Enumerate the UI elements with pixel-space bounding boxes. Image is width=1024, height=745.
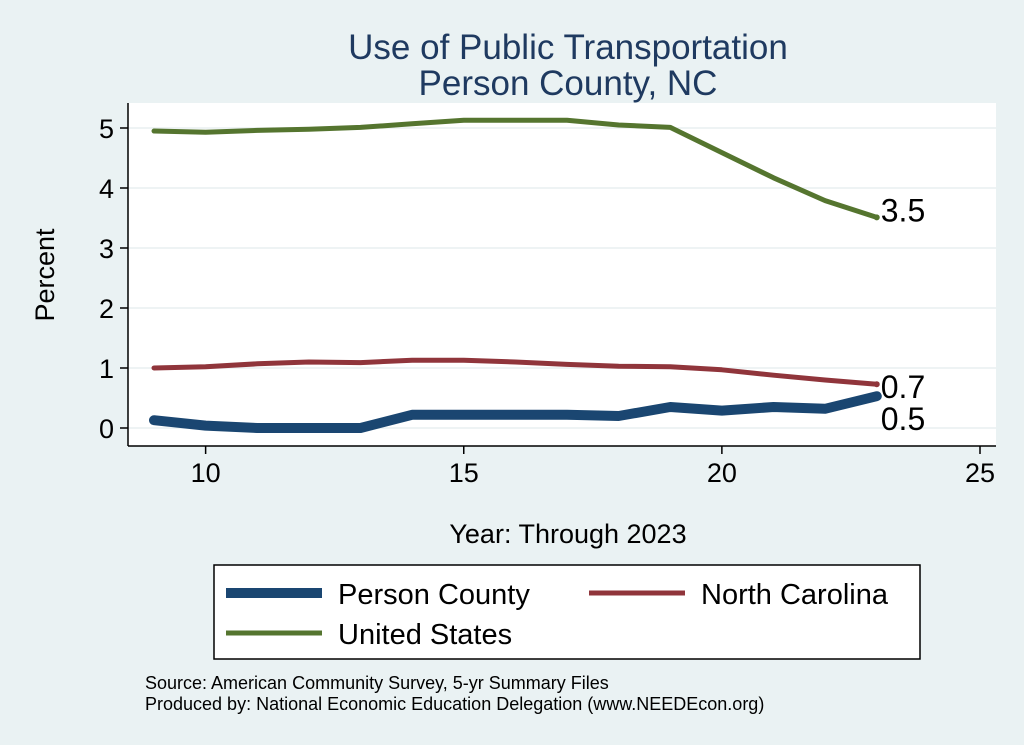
y-tick-label-5: 5 — [99, 114, 114, 144]
legend-label-person-county: Person County — [338, 579, 530, 611]
end-label-united-states: 3.5 — [881, 192, 925, 228]
end-label-person-county: 0.5 — [881, 401, 925, 437]
legend: Person County North Carolina United Stat… — [213, 564, 921, 660]
legend-box — [213, 564, 921, 660]
y-tick-label-4: 4 — [99, 174, 114, 204]
series-end-point-united-states — [873, 214, 880, 221]
legend-label-north-carolina: North Carolina — [701, 579, 889, 611]
series-line-person-county — [149, 391, 882, 433]
axes: 0 1 2 3 4 5 10 15 20 25 — [99, 103, 996, 488]
plot-background — [128, 103, 996, 446]
chart-title-line-1: Use of Public Transportation — [348, 28, 788, 67]
x-tick-label-25: 25 — [965, 458, 995, 488]
x-tick-label-10: 10 — [191, 458, 221, 488]
y-axis-label: Percent — [30, 228, 60, 322]
end-label-north-carolina: 0.7 — [881, 369, 925, 405]
y-tick-label-3: 3 — [99, 234, 114, 264]
series-end-point-person-county — [873, 393, 880, 400]
producer-note: Produced by: National Economic Education… — [145, 694, 764, 714]
y-tick-label-0: 0 — [99, 414, 114, 444]
x-tick-label-15: 15 — [449, 458, 479, 488]
y-tick-label-2: 2 — [99, 294, 114, 324]
series-end-point-north-carolina — [873, 381, 880, 388]
x-axis-label: Year: Through 2023 — [449, 519, 686, 549]
end-labels: 0.50.7 3.5 — [881, 192, 925, 437]
series-line-united-states — [151, 117, 880, 220]
series-line-north-carolina — [151, 357, 880, 387]
legend-label-united-states: United States — [338, 619, 512, 651]
source-note: Source: American Community Survey, 5-yr … — [145, 673, 609, 693]
chart-title-line-2: Person County, NC — [419, 64, 718, 103]
x-tick-label-20: 20 — [707, 458, 737, 488]
series-layer — [149, 117, 882, 433]
y-tick-label-1: 1 — [99, 354, 114, 384]
